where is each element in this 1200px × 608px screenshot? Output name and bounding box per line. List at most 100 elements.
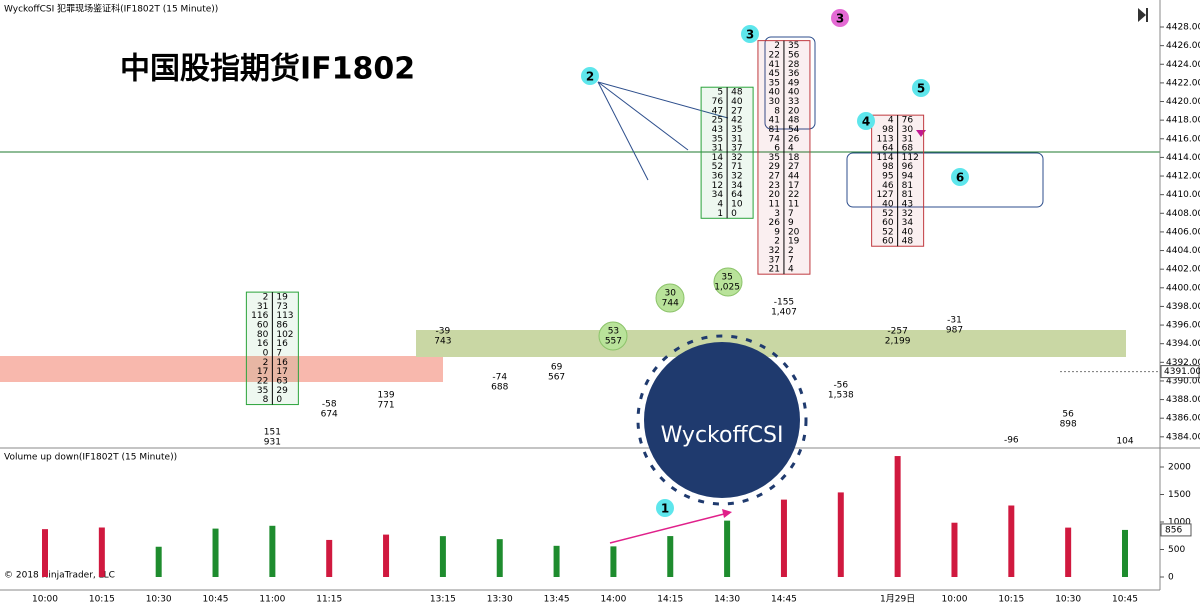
ask-volume: 32 bbox=[902, 209, 913, 219]
volume-y-tick-label: 0 bbox=[1168, 573, 1174, 583]
delta-label: 69 bbox=[551, 363, 563, 373]
marker-circle bbox=[831, 9, 849, 27]
y-tick-label: 4406.00 bbox=[1166, 227, 1200, 237]
bid-volume: 37 bbox=[768, 255, 779, 265]
play-icon[interactable] bbox=[1146, 8, 1148, 22]
y-tick-label: 4414.00 bbox=[1166, 153, 1200, 163]
last-price-label: 4391.00 bbox=[1164, 367, 1200, 377]
bid-volume: 98 bbox=[882, 162, 894, 172]
volume-label: 743 bbox=[434, 337, 451, 347]
ask-volume: 19 bbox=[788, 237, 800, 247]
bid-volume: 34 bbox=[712, 190, 724, 200]
x-tick-label: 14:15 bbox=[657, 595, 683, 605]
marker-circle bbox=[581, 67, 599, 85]
ask-volume: 113 bbox=[276, 311, 293, 321]
marker-circle bbox=[951, 168, 969, 186]
ask-volume: 28 bbox=[788, 60, 800, 70]
bid-volume: 74 bbox=[768, 134, 780, 144]
ask-volume: 33 bbox=[788, 97, 799, 107]
play-icon[interactable] bbox=[1138, 8, 1146, 22]
volume-tag-label: 856 bbox=[1165, 525, 1182, 535]
y-tick-label: 4412.00 bbox=[1166, 172, 1200, 182]
volume-label: 1,538 bbox=[828, 391, 854, 401]
x-tick-label: 11:15 bbox=[316, 595, 342, 605]
ask-volume: 96 bbox=[902, 162, 914, 172]
ask-volume: 0 bbox=[731, 209, 737, 219]
x-tick-label: 13:15 bbox=[430, 595, 456, 605]
ask-volume: 48 bbox=[902, 237, 914, 247]
ask-volume: 29 bbox=[276, 386, 288, 396]
delta-label: 151 bbox=[264, 428, 281, 438]
volume-tag bbox=[1160, 523, 1192, 537]
delta-label: -31 bbox=[947, 316, 962, 326]
x-tick-label: 14:45 bbox=[771, 595, 797, 605]
bid-volume: 4 bbox=[888, 116, 894, 126]
delta-label: -56 bbox=[833, 381, 848, 391]
bid-volume: 2 bbox=[263, 293, 269, 303]
ask-volume: 4 bbox=[788, 144, 794, 154]
bid-volume: 0 bbox=[263, 348, 269, 358]
volume-bar bbox=[951, 522, 958, 577]
ask-volume: 102 bbox=[276, 330, 293, 340]
volume-bar bbox=[1122, 529, 1128, 577]
delta-label: 139 bbox=[377, 391, 394, 401]
volume-label: 898 bbox=[1060, 420, 1077, 430]
bid-volume: 1 bbox=[717, 209, 723, 219]
bid-volume: 23 bbox=[768, 181, 779, 191]
ask-volume: 44 bbox=[788, 172, 800, 182]
ask-volume: 32 bbox=[731, 153, 742, 163]
ask-volume: 10 bbox=[731, 199, 743, 209]
bid-volume: 16 bbox=[257, 339, 269, 349]
pointer-lines bbox=[597, 81, 729, 181]
bid-volume: 35 bbox=[257, 386, 268, 396]
volume-label: 557 bbox=[605, 337, 622, 347]
x-tick-label: 10:30 bbox=[146, 595, 172, 605]
ask-volume: 0 bbox=[276, 395, 282, 405]
delta-label: 35 bbox=[721, 273, 732, 283]
y-tick-label: 4402.00 bbox=[1166, 265, 1200, 275]
volume-label: 771 bbox=[377, 401, 394, 411]
ask-volume: 7 bbox=[788, 255, 794, 265]
bid-volume: 31 bbox=[257, 302, 268, 312]
x-tick-label: 10:30 bbox=[1055, 595, 1081, 605]
bid-volume: 29 bbox=[768, 162, 780, 172]
volume-bar bbox=[610, 546, 617, 577]
ask-volume: 18 bbox=[788, 153, 800, 163]
ask-volume: 17 bbox=[788, 181, 799, 191]
bid-volume: 32 bbox=[768, 246, 779, 256]
ask-volume: 48 bbox=[731, 88, 743, 98]
ask-volume: 9 bbox=[788, 218, 794, 228]
ask-volume: 112 bbox=[902, 153, 919, 163]
bid-volume: 35 bbox=[768, 78, 779, 88]
bid-volume: 12 bbox=[712, 181, 723, 191]
bid-volume: 2 bbox=[774, 237, 780, 247]
y-tick-label: 4386.00 bbox=[1166, 414, 1200, 424]
y-tick-label: 4384.00 bbox=[1166, 432, 1200, 442]
bid-volume: 47 bbox=[712, 106, 723, 116]
ask-volume: 71 bbox=[731, 162, 742, 172]
bid-volume: 64 bbox=[882, 144, 894, 154]
x-tick-label: 13:30 bbox=[487, 595, 513, 605]
arrow bbox=[609, 512, 729, 544]
volume-bar bbox=[98, 527, 105, 577]
watermark-blob bbox=[644, 342, 800, 498]
bid-volume: 2 bbox=[263, 358, 269, 368]
y-tick-label: 4410.00 bbox=[1166, 190, 1200, 200]
volume-bar bbox=[42, 529, 48, 577]
x-tick-label: 10:00 bbox=[32, 595, 58, 605]
ask-volume: 81 bbox=[902, 181, 913, 191]
pointer-line bbox=[597, 81, 689, 151]
volume-bar bbox=[780, 499, 787, 577]
ask-volume: 81 bbox=[902, 190, 913, 200]
delta-label: -257 bbox=[887, 327, 907, 337]
ask-volume: 42 bbox=[731, 116, 742, 126]
highlight-box bbox=[764, 36, 816, 130]
bid-volume: 27 bbox=[768, 172, 779, 182]
volume-y-tick-label: 2000 bbox=[1168, 463, 1191, 473]
bid-volume: 3 bbox=[774, 209, 780, 219]
volume-bar bbox=[667, 536, 674, 577]
marker-label: 1 bbox=[661, 502, 669, 516]
ask-volume: 31 bbox=[731, 134, 742, 144]
ask-volume: 43 bbox=[902, 199, 913, 209]
